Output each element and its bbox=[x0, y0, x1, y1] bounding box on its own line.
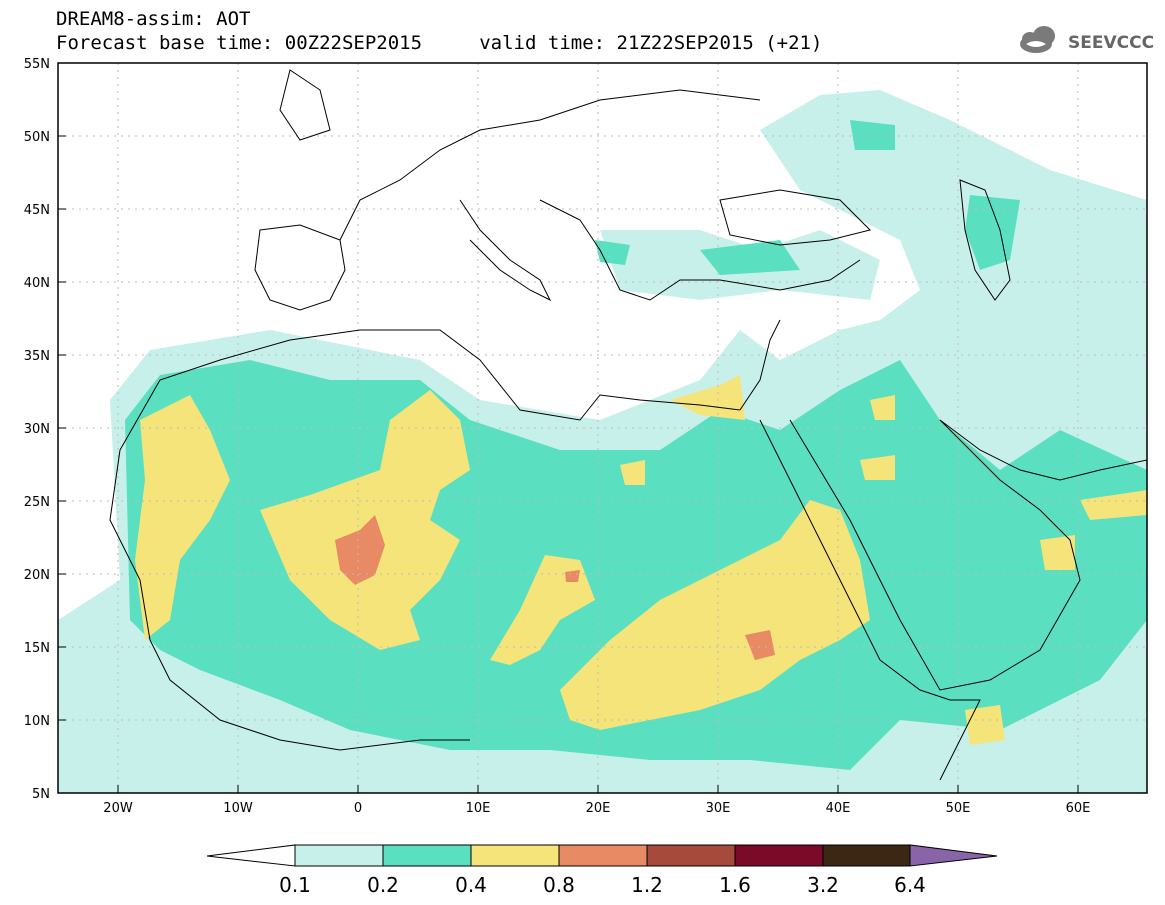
lat-label: 15N bbox=[24, 641, 50, 656]
lon-label: 40E bbox=[826, 801, 851, 816]
lon-label: 10E bbox=[466, 801, 491, 816]
colorbar-swatch bbox=[822, 844, 911, 867]
graticule bbox=[58, 63, 1147, 793]
lon-label: 50E bbox=[946, 801, 971, 816]
colorbar-label: 0.1 bbox=[279, 873, 311, 897]
lat-label: 40N bbox=[24, 276, 50, 291]
lat-label: 5N bbox=[32, 787, 50, 802]
colorbar-label: 1.6 bbox=[719, 873, 751, 897]
lat-label: 55N bbox=[24, 57, 50, 72]
tick-marks bbox=[58, 62, 1079, 793]
cloud-icon bbox=[1020, 26, 1055, 53]
colorbar-high-arrow bbox=[909, 844, 998, 867]
lat-label: 45N bbox=[24, 203, 50, 218]
latitude-labels: 55N 50N 45N 40N 35N 30N 25N 20N 15N 10N … bbox=[24, 57, 50, 802]
aot-band-0-4 bbox=[135, 375, 1147, 745]
logo-text: SEEVCCC bbox=[1068, 33, 1154, 53]
colorbar-low-arrow bbox=[206, 844, 296, 867]
colorbar-label: 0.4 bbox=[455, 873, 487, 897]
colorbar-label: 3.2 bbox=[807, 873, 839, 897]
forecast-time-label: Forecast base time: 00Z22SEP2015 valid t… bbox=[56, 32, 823, 54]
colorbar-swatch bbox=[558, 844, 648, 867]
colorbar-label: 6.4 bbox=[894, 873, 926, 897]
lon-label: 0 bbox=[354, 801, 362, 816]
lon-label: 20W bbox=[103, 801, 133, 816]
lat-label: 50N bbox=[24, 130, 50, 145]
lon-label: 10W bbox=[223, 801, 253, 816]
colorbar-label: 0.8 bbox=[543, 873, 575, 897]
colorbar-swatch bbox=[294, 844, 384, 867]
colorbar-label: 1.2 bbox=[631, 873, 663, 897]
coastlines bbox=[109, 69, 1147, 781]
colorbar-swatch bbox=[646, 844, 736, 867]
aot-band-0-8 bbox=[335, 515, 775, 660]
lat-label: 20N bbox=[24, 568, 50, 583]
lon-label: 60E bbox=[1066, 801, 1091, 816]
colorbar-label: 0.2 bbox=[367, 873, 399, 897]
colorbar bbox=[206, 844, 998, 867]
colorbar-swatch bbox=[470, 844, 560, 867]
seevccc-logo: SEEVCCC bbox=[1020, 26, 1154, 53]
colorbar-swatch bbox=[382, 844, 472, 867]
lat-label: 30N bbox=[24, 422, 50, 437]
lat-label: 25N bbox=[24, 495, 50, 510]
lon-label: 20E bbox=[586, 801, 611, 816]
aot-field bbox=[58, 90, 1147, 793]
lat-label: 10N bbox=[24, 714, 50, 729]
colorbar-swatch bbox=[734, 844, 824, 867]
longitude-labels: 20W 10W 0 10E 20E 30E 40E 50E 60E bbox=[103, 801, 1090, 816]
lat-label: 35N bbox=[24, 349, 50, 364]
map-title: DREAM8-assim: AOT bbox=[56, 8, 251, 30]
lon-label: 30E bbox=[706, 801, 731, 816]
colorbar-labels: 0.1 0.2 0.4 0.8 1.2 1.6 3.2 6.4 bbox=[279, 873, 926, 897]
